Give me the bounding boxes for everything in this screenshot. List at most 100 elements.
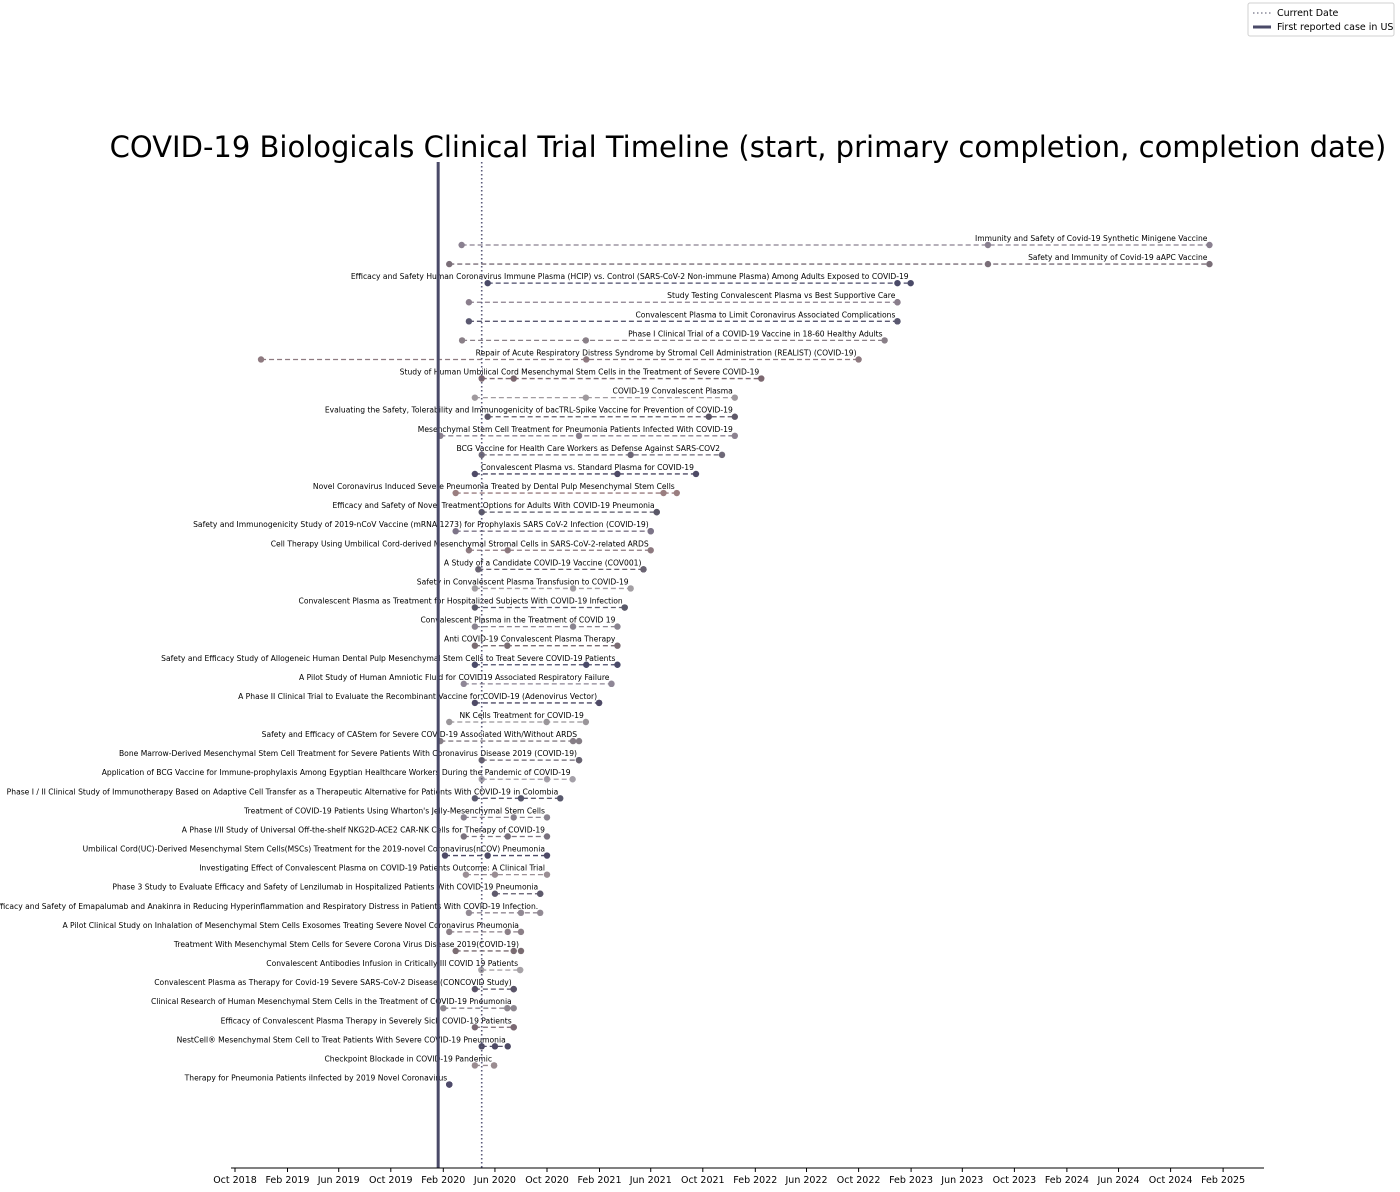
trial-row: Safety in Convalescent Plasma Transfusio…	[417, 577, 634, 592]
trial-start-point	[452, 489, 459, 497]
x-tick-label: Jun 2024	[1097, 1175, 1140, 1186]
trial-completion-point	[692, 470, 700, 478]
trial-completion-point	[718, 451, 726, 459]
trial-row: A Pilot Study of Human Amniotic Fluid fo…	[299, 673, 615, 688]
trial-primary-completion-point	[569, 737, 577, 745]
trial-label: Umbilical Cord(UC)-Derived Mesenchymal S…	[83, 845, 545, 854]
trial-completion-point	[510, 985, 517, 993]
trial-completion-point	[653, 508, 660, 516]
trial-row: Mesenchymal Stem Cell Treatment for Pneu…	[418, 425, 739, 439]
trial-completion-point	[510, 1024, 517, 1031]
x-tick-label: Feb 2024	[1045, 1175, 1089, 1186]
trial-row: Safety and Efficacy Study of Allogeneic …	[161, 654, 621, 668]
trial-primary-completion-point	[517, 909, 525, 916]
trial-primary-completion-point	[569, 623, 577, 630]
trial-completion-point	[614, 642, 621, 649]
trial-primary-completion-point	[510, 814, 517, 821]
trial-label: Phase 3 Study to Evaluate Efficacy and S…	[112, 883, 538, 892]
trial-row: Convalescent Plasma as Treatment for Hos…	[299, 597, 628, 611]
trial-row: Bone Marrow-Derived Mesenchymal Stem Cel…	[119, 749, 583, 764]
trial-start-point	[471, 1062, 479, 1069]
trial-start-point	[471, 585, 479, 592]
x-tick-label: Oct 2021	[681, 1175, 725, 1186]
trial-completion-point	[543, 871, 551, 878]
trial-completion-point	[621, 604, 628, 611]
x-tick-label: Oct 2019	[369, 1175, 413, 1186]
x-tick-label: Oct 2020	[525, 1175, 569, 1186]
trial-row: Safety and Immunity of Covid-19 aAPC Vac…	[446, 253, 1213, 268]
trial-primary-completion-point	[510, 375, 517, 382]
trial-row: NK Cells Treatment for COVID-19	[446, 711, 590, 726]
trial-completion-point	[881, 337, 888, 344]
trial-completion-point	[608, 680, 615, 688]
trial-row: Efficacy of Convalescent Plasma Therapy …	[221, 1016, 517, 1031]
trial-start-point	[471, 985, 479, 993]
trial-start-point	[257, 356, 265, 363]
trial-row: Clinical Research of Human Mesenchymal S…	[151, 997, 517, 1012]
trial-row: Umbilical Cord(UC)-Derived Mesenchymal S…	[83, 845, 551, 859]
trial-label: Immunity and Safety of Covid-19 Syntheti…	[975, 234, 1208, 243]
trial-row: Cell Therapy Using Umbilical Cord-derive…	[271, 539, 654, 554]
trial-label: Checkpoint Blockade in COVID-19 Pandemic	[325, 1054, 493, 1063]
x-tick-label: Feb 2021	[577, 1175, 621, 1186]
trial-start-point	[471, 661, 479, 668]
trial-primary-completion-point	[504, 928, 511, 936]
trial-start-point	[478, 508, 485, 516]
trial-completion-point	[731, 394, 739, 401]
trial-label: Convalescent Plasma vs. Standard Plasma …	[481, 463, 694, 472]
trial-row: A Phase II Clinical Trial to Evaluate th…	[238, 692, 603, 707]
trial-row: A Study of a Candidate COVID-19 Vaccine …	[444, 558, 647, 573]
trial-label: Convalescent Plasma as Treatment for Hos…	[299, 597, 623, 606]
trial-start-point	[471, 795, 479, 802]
trial-primary-completion-point	[543, 776, 551, 783]
trial-completion-point	[557, 795, 564, 802]
trial-completion-point	[517, 928, 525, 936]
trial-primary-completion-point	[504, 547, 511, 554]
trial-label: NK Cells Treatment for COVID-19	[459, 711, 584, 720]
trial-row: Efficacy and Safety of Novel Treatment O…	[332, 501, 660, 516]
x-tick-label: Feb 2022	[733, 1175, 777, 1186]
trial-row: Therapy for Pneumonia Patients iInfected…	[184, 1074, 453, 1088]
trial-row: A Phase I/II Study of Universal Off-the-…	[182, 825, 551, 840]
trial-start-point	[446, 928, 453, 936]
trial-row: Phase I / II Clinical Study of Immunothe…	[7, 787, 564, 802]
x-axis: Oct 2018 Feb 2019 Jun 2019 Oct 2019 Feb 2020…	[213, 1167, 1264, 1186]
trial-completion-point	[731, 413, 739, 420]
trial-start-point	[460, 833, 467, 840]
trial-completion-point	[627, 585, 634, 592]
legend-box	[1247, 2, 1395, 37]
trial-start-point	[471, 642, 479, 649]
trial-completion-point	[640, 566, 647, 573]
trial-row: Checkpoint Blockade in COVID-19 Pandemic	[325, 1054, 498, 1069]
trial-primary-completion-point	[510, 947, 517, 955]
trial-completion-point	[446, 1081, 453, 1088]
trial-completion-point	[614, 623, 621, 630]
trial-completion-point	[595, 699, 603, 707]
trial-label: Treatment With Mesenchymal Stem Cells fo…	[173, 940, 519, 949]
trial-label: Efficacy and Safety of Novel Treatment O…	[332, 501, 654, 510]
trial-primary-completion-point	[575, 432, 583, 439]
trial-start-point	[484, 279, 491, 287]
trial-primary-completion-point	[627, 451, 634, 459]
trial-row: Immunity and Safety of Covid-19 Syntheti…	[458, 234, 1213, 249]
trial-start-point	[465, 547, 473, 554]
trial-label: Treatment of COVID-19 Patients Using Wha…	[243, 806, 545, 815]
x-tick-label: Oct 2022	[837, 1175, 881, 1186]
trial-completion-point	[543, 814, 551, 821]
trial-completion-point	[575, 756, 583, 764]
trial-label: A Phase I/II Study of Universal Off-the-…	[182, 825, 545, 834]
trial-completion-point	[516, 966, 524, 974]
trial-start-point	[460, 680, 467, 688]
trial-label: A Pilot Clinical Study on Inhalation of …	[62, 921, 519, 930]
trial-completion-point	[673, 489, 680, 497]
trial-start-point	[471, 699, 479, 707]
trial-label: Phase I / II Clinical Study of Immunothe…	[7, 787, 559, 796]
trial-start-point	[452, 947, 459, 955]
trial-primary-completion-point	[504, 642, 511, 649]
trial-label: Study Testing Convalescent Plasma vs Bes…	[667, 291, 896, 300]
trial-start-point	[471, 623, 479, 630]
trial-primary-completion-point	[984, 241, 992, 249]
trial-completion-point	[907, 279, 914, 287]
trial-label: Safety in Convalescent Plasma Transfusio…	[417, 577, 629, 586]
trial-label: Convalescent Plasma in the Treatment of …	[420, 616, 615, 625]
